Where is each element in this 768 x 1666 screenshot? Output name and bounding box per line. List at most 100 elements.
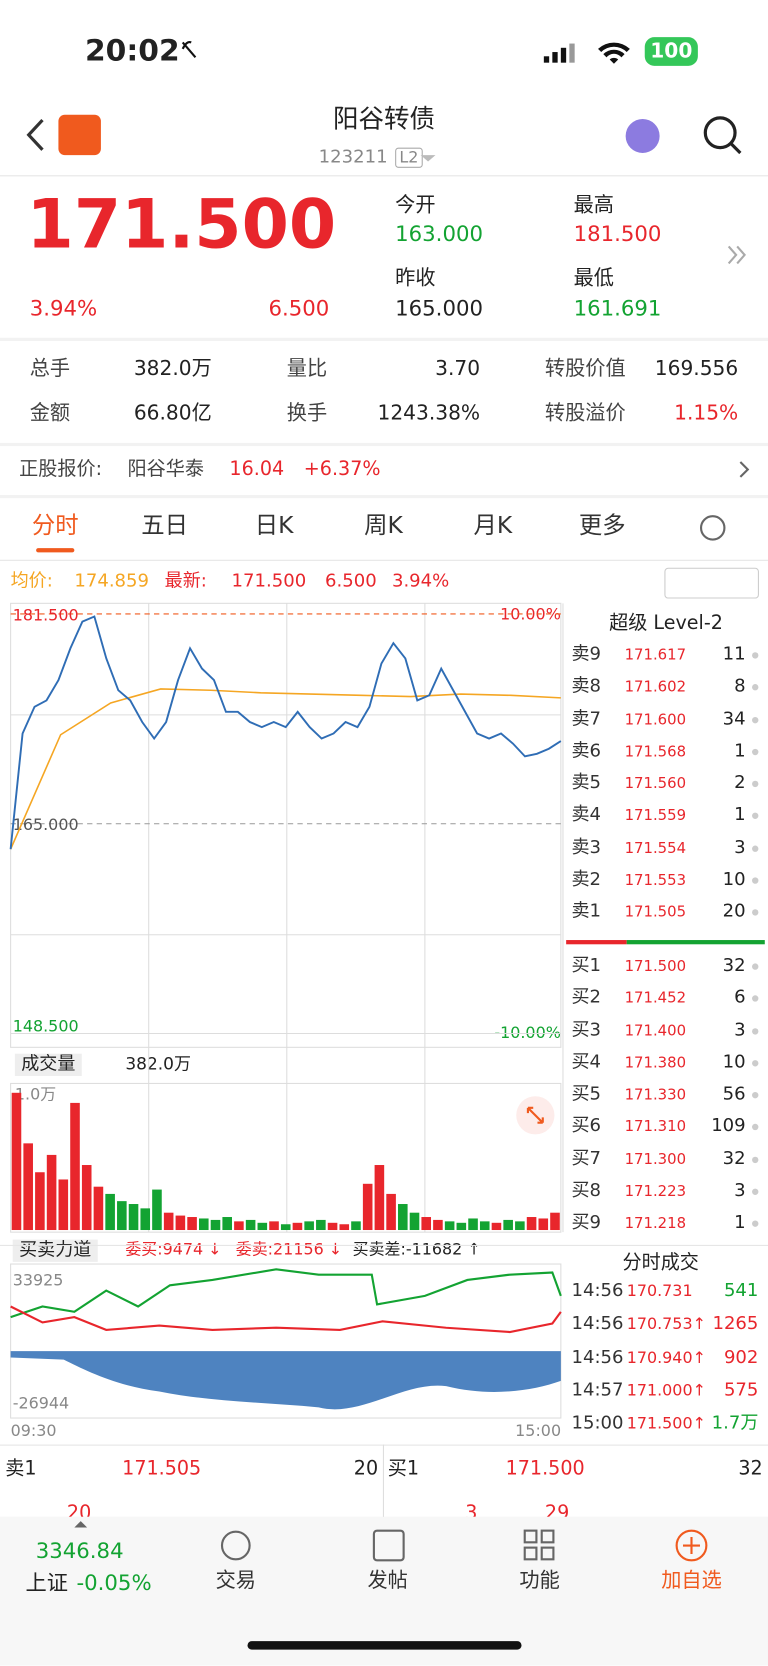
book-dot xyxy=(752,684,759,691)
index-value: 3346.84 xyxy=(35,1538,124,1564)
volume-bar xyxy=(526,1217,537,1231)
book-dot xyxy=(752,1091,759,1099)
volume-bar xyxy=(339,1224,350,1231)
book-ratio-red xyxy=(566,940,627,945)
divider xyxy=(0,1244,768,1246)
volume-label[interactable]: 成交量 xyxy=(14,1053,82,1077)
volume-bar xyxy=(503,1219,513,1231)
stat-value: 169.556 xyxy=(654,356,739,381)
volume-bar xyxy=(234,1221,244,1231)
expand-icon[interactable] xyxy=(727,245,747,265)
volume-bar xyxy=(351,1221,361,1231)
book-label: 买3 xyxy=(571,1019,602,1041)
volume-bar xyxy=(23,1143,33,1231)
dropdown-icon xyxy=(420,155,436,162)
nav-item[interactable]: 发帖 xyxy=(367,1568,408,1593)
book-label: 买2 xyxy=(571,987,602,1009)
book-volume: 1 xyxy=(734,1211,746,1234)
value: 181.500 xyxy=(573,220,662,247)
volume-bar xyxy=(245,1219,256,1231)
last: 171.500 xyxy=(231,570,307,592)
book-dot xyxy=(752,1156,759,1163)
force-label[interactable]: 买卖力道 xyxy=(12,1239,98,1262)
y-tick-label: 148.500 xyxy=(13,1016,79,1035)
book-dot xyxy=(752,748,759,755)
trade-price: 170.731 xyxy=(626,1281,693,1301)
trade-volume: 541 xyxy=(723,1279,759,1302)
book-price: 171.554 xyxy=(624,839,687,857)
book-label: 卖7 xyxy=(571,707,602,730)
tab[interactable]: 日K xyxy=(254,513,294,540)
label: 最低 xyxy=(573,266,614,290)
trade-time: 14:57 xyxy=(571,1379,624,1401)
price: 171.500 xyxy=(26,185,337,265)
label: 最高 xyxy=(573,193,614,217)
tab[interactable]: 月K xyxy=(473,513,513,540)
volume-bar xyxy=(316,1219,326,1231)
book-dot xyxy=(752,1027,759,1035)
volume-bar xyxy=(187,1217,197,1231)
force-top: 33925 xyxy=(12,1270,64,1290)
volume-bar xyxy=(58,1179,69,1231)
trade-price: 170.753↑ xyxy=(626,1314,706,1334)
stat-value: 3.70 xyxy=(435,356,481,381)
l1-price: 171.500 xyxy=(505,1457,585,1480)
book-dot xyxy=(752,716,759,723)
volume-bar xyxy=(468,1218,478,1231)
book-dot xyxy=(752,1220,759,1227)
book-dot xyxy=(752,1059,759,1067)
book-price: 171.553 xyxy=(624,871,687,889)
change: 6.500 xyxy=(325,570,377,592)
book-volume: 1 xyxy=(734,804,746,826)
stat-label: 转股价值 xyxy=(544,356,626,381)
book-volume: 2 xyxy=(734,772,746,794)
book-dot xyxy=(752,909,759,916)
book-label: 买4 xyxy=(571,1051,602,1073)
tab[interactable]: 五日 xyxy=(141,513,189,540)
tab[interactable]: 分时 xyxy=(31,513,79,540)
book-volume: 10 xyxy=(722,1051,746,1073)
nav-item[interactable]: 加自选 xyxy=(661,1568,722,1593)
book-price: 171.505 xyxy=(624,903,687,921)
tab[interactable]: 周K xyxy=(364,513,403,540)
volume-bar xyxy=(304,1221,314,1231)
pct-bottom: -10.00% xyxy=(494,1022,561,1043)
volume-bar xyxy=(362,1183,373,1231)
badge: L2 xyxy=(395,147,423,168)
logo-text: 财富 xyxy=(62,134,93,152)
fullscreen-icon[interactable] xyxy=(516,1096,555,1135)
arrow-icon[interactable] xyxy=(739,461,750,478)
book-volume: 8 xyxy=(734,675,746,698)
volume-bar xyxy=(175,1215,186,1231)
nav-item[interactable]: 交易 xyxy=(215,1568,256,1593)
index-pct: -0.05% xyxy=(76,1569,152,1596)
status-icons xyxy=(181,41,630,64)
volume-bar xyxy=(46,1154,57,1231)
book-dot xyxy=(752,995,759,1002)
book-ratio-green xyxy=(626,940,765,945)
trade-time: 14:56 xyxy=(571,1279,624,1302)
book-label: 卖5 xyxy=(571,772,602,794)
book-volume: 109 xyxy=(711,1115,746,1137)
volume-bar xyxy=(210,1219,221,1231)
book-label: 卖2 xyxy=(571,868,602,890)
index-name: 上证 xyxy=(25,1569,68,1596)
settings-icon[interactable] xyxy=(699,515,726,541)
volume-bar xyxy=(140,1208,151,1231)
stat-label: 量比 xyxy=(286,356,328,381)
volume-bar xyxy=(198,1218,209,1231)
nav-item[interactable]: 功能 xyxy=(519,1568,560,1593)
stock-pct: +6.37% xyxy=(303,457,381,481)
volume-bar xyxy=(421,1217,432,1231)
book-volume: 34 xyxy=(722,707,746,730)
tab-underline xyxy=(36,548,75,553)
book-dot xyxy=(752,1188,759,1195)
l1-price: 171.505 xyxy=(122,1457,202,1480)
book-label: 卖3 xyxy=(571,836,602,858)
tab[interactable]: 更多 xyxy=(578,513,626,540)
force-panel xyxy=(10,1268,562,1410)
mode-label[interactable]: 大单模式 xyxy=(671,570,744,592)
volume-bar xyxy=(163,1212,174,1231)
volume-bar xyxy=(269,1221,279,1231)
band xyxy=(0,337,768,341)
